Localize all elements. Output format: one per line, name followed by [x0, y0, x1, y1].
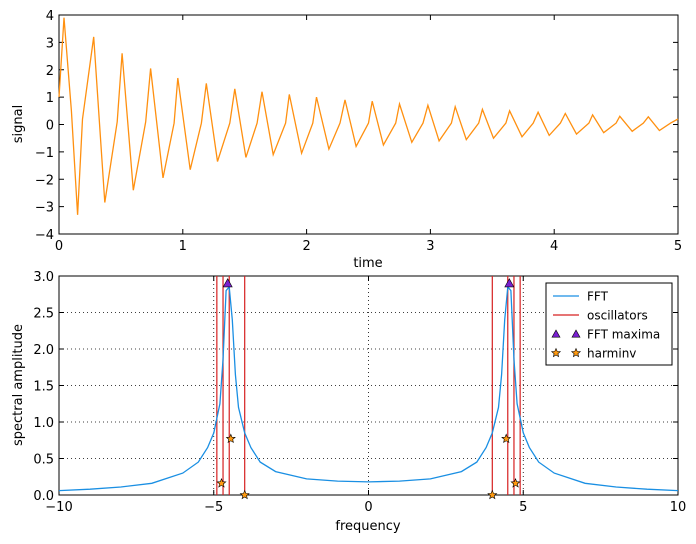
spectrum-xtick-label: 0 [364, 500, 372, 515]
legend-label: oscillators [587, 309, 648, 323]
spectrum-ytick-label: 3.0 [33, 270, 54, 285]
spectrum-xtick-label: 5 [519, 500, 527, 515]
legend-swatch-triangle [551, 329, 561, 338]
harminv-marker [487, 489, 498, 500]
legend-label: harminv [587, 347, 636, 361]
fft-series-line [58, 285, 679, 492]
legend-swatch-star [550, 347, 562, 358]
signal-series-line [58, 17, 679, 215]
harminv-marker [510, 478, 521, 488]
signal-xtick-label: 2 [302, 239, 310, 254]
signal-plot: 0 1 2 3 4 5 −4 −3 −2 −1 0 1 2 3 4 time signal [11, 9, 682, 271]
signal-ytick-label: 1 [46, 91, 54, 106]
spectrum-xtick-label: −5 [204, 500, 223, 515]
spectrum-xtick-label: 10 [670, 500, 687, 515]
signal-ytick-label: −3 [35, 201, 54, 216]
signal-xtick-label: 1 [179, 239, 187, 254]
signal-plot-frame [58, 14, 679, 235]
signal-ytick-label: −1 [35, 146, 54, 161]
signal-xtick-label: 0 [55, 239, 63, 254]
legend-label: FFT maxima [587, 328, 660, 342]
harminv-marker [501, 433, 512, 444]
spectrum-xtick-label: −10 [45, 500, 72, 515]
legend-label: FFT [587, 290, 609, 304]
harminv-marker [225, 433, 236, 444]
signal-xlabel: time [353, 256, 382, 271]
signal-xtick-label: 3 [426, 239, 434, 254]
signal-ytick-label: 2 [46, 64, 54, 79]
harminv-marker [239, 489, 250, 500]
spectrum-xlabel: frequency [335, 519, 401, 534]
spectrum-ytick-label: 1.0 [33, 416, 54, 431]
legend-swatch-star [570, 347, 582, 358]
signal-ylabel: signal [11, 105, 26, 143]
signal-ytick-label: 3 [46, 36, 54, 51]
spectrum-ytick-label: 0.5 [33, 453, 54, 468]
signal-ytick-label: 4 [46, 9, 54, 24]
legend-box [545, 282, 673, 366]
spectrum-ytick-label: 0.0 [33, 489, 54, 504]
spectrum-plot: −10 −5 0 5 10 0.0 0.5 1.0 1.5 2.0 2.5 3.0 frequency… [11, 270, 686, 534]
signal-ytick-label: −4 [35, 228, 54, 243]
fft-maximum-marker [222, 278, 233, 288]
signal-ytick-label: 0 [46, 119, 54, 134]
spectrum-ytick-label: 2.0 [33, 343, 54, 358]
legend-swatch-triangle [571, 329, 581, 338]
spectrum-ytick-label: 2.5 [33, 307, 54, 322]
signal-xtick-label: 4 [550, 239, 558, 254]
signal-ytick-label: −2 [35, 173, 54, 188]
legend: FFT oscillators FFT maxima harminv [545, 282, 673, 366]
spectrum-ytick-label: 1.5 [33, 380, 54, 395]
harminv-marker [216, 478, 227, 488]
signal-xtick-label: 5 [674, 239, 682, 254]
spectrum-ylabel: spectral amplitude [11, 324, 26, 446]
fft-maximum-marker [504, 278, 515, 288]
